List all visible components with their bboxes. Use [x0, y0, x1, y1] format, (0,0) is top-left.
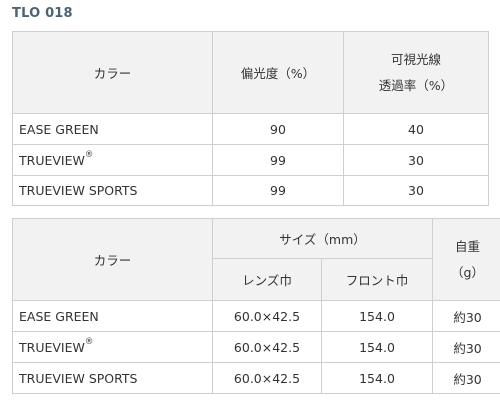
header-color: カラー	[12, 31, 213, 114]
header-polarization: 偏光度（%）	[212, 31, 344, 114]
color-name-text: TRUEVIEW SPORTS	[19, 370, 138, 386]
transmittance-value: 30	[343, 144, 489, 176]
color-name: EASE GREEN	[12, 113, 213, 145]
header-color: カラー	[12, 218, 213, 301]
table-row: TRUEVIEW SPORTS 99 30	[12, 175, 489, 206]
lens-width-value: 60.0×42.5	[212, 300, 322, 332]
subheader-row: レンズ巾 フロント巾	[13, 258, 500, 301]
color-name: TRUEVIEW SPORTS	[12, 175, 213, 206]
color-name: TRUEVIEW SPORTS	[12, 362, 213, 394]
color-name-text: TRUEVIEW SPORTS	[19, 183, 138, 198]
header-weight: 自重 （g）	[432, 218, 500, 301]
color-name: TRUEVIEW®	[12, 144, 213, 176]
header-row: カラー 偏光度（%） 可視光線 透過率（%）	[12, 31, 489, 114]
table-row: EASE GREEN 60.0×42.5 154.0 約30	[12, 300, 500, 332]
optical-spec-table: カラー 偏光度（%） 可視光線 透過率（%） EASE GREEN 90 40 …	[12, 31, 489, 206]
size-spec-table: カラー サイズ（mm） 自重 （g） レンズ巾 フロント巾 EASE GREEN…	[12, 218, 500, 394]
color-name-text: TRUEVIEW	[19, 339, 85, 355]
color-name-text: EASE GREEN	[19, 308, 99, 324]
header-weight-line2: （g）	[451, 264, 484, 280]
header-front-width: フロント巾	[320, 258, 434, 301]
polarization-value: 99	[212, 175, 344, 206]
header-transmittance: 可視光線 透過率（%）	[343, 31, 489, 114]
color-name: EASE GREEN	[12, 300, 213, 332]
header-size: サイズ（mm）	[211, 218, 434, 259]
header-lens-width: レンズ巾	[212, 258, 322, 301]
lens-width-value: 60.0×42.5	[212, 331, 322, 363]
lens-width-value: 60.0×42.5	[212, 362, 322, 394]
page-title: TLO 018	[12, 6, 73, 21]
front-width-value: 154.0	[320, 300, 434, 332]
front-width-value: 154.0	[320, 362, 434, 394]
header-transmittance-line1: 可視光線	[390, 51, 441, 67]
transmittance-value: 30	[343, 175, 489, 206]
color-name-text: EASE GREEN	[19, 121, 99, 137]
table-row: TRUEVIEW SPORTS 60.0×42.5 154.0 約30	[12, 362, 500, 394]
header-transmittance-line2: 透過率（%）	[378, 77, 454, 93]
color-name-text: TRUEVIEW	[19, 152, 85, 168]
table-row: TRUEVIEW® 99 30	[12, 144, 489, 176]
table-row: TRUEVIEW® 60.0×42.5 154.0 約30	[12, 331, 500, 363]
registered-mark: ®	[84, 337, 94, 348]
transmittance-value: 40	[343, 113, 489, 145]
weight-value: 約30	[432, 362, 500, 394]
weight-value: 約30	[432, 300, 500, 332]
polarization-value: 99	[212, 144, 344, 176]
polarization-value: 90	[212, 113, 344, 145]
front-width-value: 154.0	[320, 331, 434, 363]
header-row: カラー サイズ（mm） 自重 （g）	[12, 218, 500, 301]
table-row: EASE GREEN 90 40	[12, 113, 489, 145]
weight-value: 約30	[432, 331, 500, 363]
header-weight-line1: 自重	[455, 238, 481, 254]
color-name: TRUEVIEW®	[12, 331, 213, 363]
registered-mark: ®	[84, 150, 94, 161]
